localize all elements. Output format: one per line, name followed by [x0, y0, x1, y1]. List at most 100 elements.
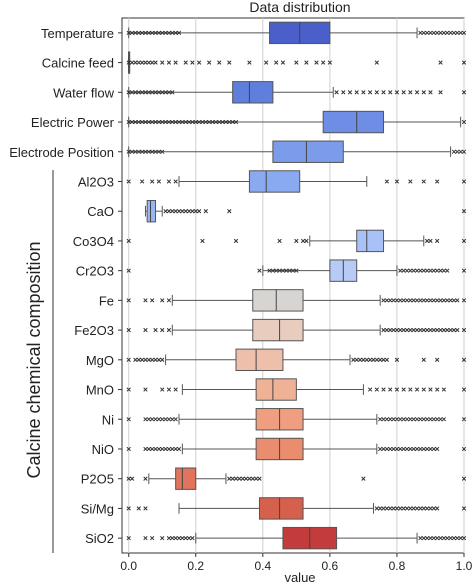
outlier-point [428, 30, 433, 36]
outlier-point [451, 327, 457, 333]
outlier-point [143, 60, 148, 65]
outlier-point [421, 268, 426, 273]
outlier-point [461, 387, 467, 392]
outlier-point [421, 327, 426, 333]
outlier-point [428, 90, 433, 95]
box-co3o4 [126, 229, 467, 253]
outlier-point [143, 30, 148, 36]
outlier-point [428, 327, 433, 333]
outlier-point [126, 149, 131, 154]
outlier-point [394, 327, 400, 333]
x-tick-label: 0.2 [187, 559, 204, 573]
outlier-point [200, 119, 205, 125]
outlier-point [160, 60, 165, 65]
outlier-point [431, 417, 436, 422]
outlier-point [361, 476, 366, 481]
outlier-point [391, 446, 396, 452]
outlier-point [233, 238, 239, 244]
outlier-point [461, 149, 467, 154]
box-electrode-position [126, 140, 467, 163]
outlier-point [207, 119, 212, 125]
outlier-point [250, 476, 255, 481]
outlier-point [445, 268, 450, 273]
x-tick-label: 0.0 [120, 559, 137, 573]
outlier-point [150, 149, 155, 154]
box-calcine-feed [126, 51, 467, 74]
outlier-point [133, 357, 138, 362]
outlier-point [461, 238, 467, 244]
outlier-point [394, 357, 400, 362]
outlier-point [374, 357, 379, 362]
outlier-point [173, 417, 178, 422]
outlier-point [381, 327, 386, 333]
outlier-point [277, 268, 282, 273]
outlier-point [421, 506, 426, 511]
outlier-point [421, 446, 426, 452]
outlier-point [257, 476, 262, 481]
outlier-point [156, 90, 162, 95]
box-iqr [255, 378, 297, 401]
outlier-point [166, 417, 172, 422]
outlier-point [384, 357, 390, 362]
outlier-point [173, 119, 178, 125]
outlier-point [441, 298, 447, 303]
outlier-point [126, 238, 131, 244]
outlier-point [408, 179, 413, 184]
outlier-point [364, 357, 369, 362]
outlier-point [139, 119, 145, 125]
outlier-point [126, 179, 131, 184]
outlier-point [461, 417, 467, 422]
outlier-point [146, 357, 151, 362]
outlier-point [445, 535, 450, 541]
outlier-point [404, 268, 410, 273]
outlier-point [136, 30, 141, 36]
outlier-point [126, 298, 131, 303]
outlier-point [424, 238, 430, 244]
outlier-point [190, 119, 195, 125]
outlier-point [461, 60, 467, 65]
outlier-point [374, 90, 379, 95]
outlier-point [401, 268, 406, 273]
outlier-point [156, 417, 162, 422]
outlier-point [166, 209, 172, 214]
outlier-point [156, 179, 162, 184]
outlier-point [398, 268, 403, 273]
outlier-point [424, 268, 430, 273]
y-tick-label: SiO2 [85, 531, 114, 546]
outlier-point [139, 90, 145, 95]
outlier-point [287, 268, 292, 273]
outlier-point [163, 119, 168, 125]
outlier-point [133, 90, 138, 95]
outlier-point [139, 357, 145, 362]
box-iqr [258, 497, 304, 520]
outlier-point [408, 268, 413, 273]
outlier-point [280, 268, 286, 273]
outlier-point [441, 268, 447, 273]
outlier-point [220, 119, 225, 125]
outlier-point [394, 446, 400, 452]
outlier-point [381, 298, 386, 303]
outlier-point [361, 357, 366, 362]
outlier-point [401, 298, 406, 303]
outlier-point [431, 506, 436, 511]
outlier-point [126, 119, 131, 125]
outlier-point [394, 298, 400, 303]
outlier-point [384, 179, 390, 184]
outlier-point [217, 60, 222, 65]
outlier-point [150, 417, 155, 422]
outlier-point [421, 357, 426, 362]
outlier-point [126, 387, 131, 392]
outlier-point [418, 446, 423, 452]
outlier-point [156, 30, 162, 36]
x-tick-label: 1.0 [456, 559, 473, 573]
outlier-point [445, 327, 450, 333]
y-tick-label: Temperature [41, 26, 114, 41]
box-iqr [235, 348, 284, 372]
outlier-point [438, 60, 443, 65]
outlier-point [374, 387, 379, 392]
outlier-point [438, 327, 443, 333]
outlier-point [139, 60, 145, 65]
outlier-point [143, 149, 148, 154]
outlier-point [428, 238, 433, 244]
outlier-point [391, 327, 396, 333]
